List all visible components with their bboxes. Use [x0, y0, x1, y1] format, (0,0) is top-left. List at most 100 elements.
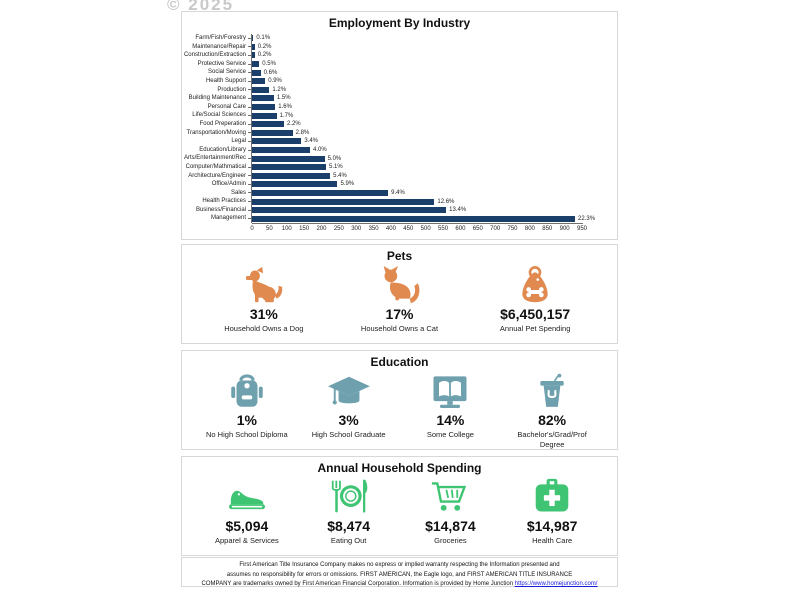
- pet-spending-label: Annual Pet Spending: [499, 324, 571, 333]
- chart-category-label: Arts/Entertainment/Rec: [183, 155, 246, 162]
- spend-eating-label: Eating Out: [330, 536, 367, 545]
- y-axis-tick: [248, 166, 251, 168]
- chart-bar: [252, 198, 435, 205]
- chart-bar-value: 12.6%: [437, 198, 455, 205]
- spend-eating-value: $8,474: [327, 518, 371, 534]
- employment-chart-panel: Employment By Industry Farm/Fish/Forestr…: [181, 11, 618, 240]
- chart-bar: [252, 189, 389, 196]
- chart-bar-value: 13.4%: [449, 207, 467, 214]
- chart-bar: [252, 52, 255, 59]
- chart-category-label: Transportation/Moving: [186, 129, 246, 136]
- chart-bar-value: 0.5%: [262, 61, 276, 68]
- chart-bar-value: 1.5%: [276, 95, 291, 102]
- edu-some-college-value: 14%: [436, 412, 465, 428]
- employment-bar-chart: Farm/Fish/Forestry 0.1% Maintenance/Repair…: [182, 34, 617, 224]
- spending-panel: Annual Household Spending $5,094 Apparel…: [181, 456, 618, 556]
- chart-bar: [252, 112, 277, 119]
- spend-healthcare-value: $14,987: [526, 518, 578, 534]
- chart-row: Maintenance/Repair 0.2%: [182, 42, 617, 52]
- y-axis-tick: [248, 46, 251, 48]
- y-axis-tick: [248, 97, 251, 99]
- x-axis-tick-label: 300: [351, 226, 362, 233]
- pets-dog-stat: 31% Household Owns a Dog: [209, 265, 319, 334]
- chart-row: Arts/Entertainment/Rec 5.0%: [182, 154, 617, 163]
- edu-bachelors-value: 82%: [538, 412, 567, 428]
- chart-bar-value: 1.6%: [278, 104, 292, 111]
- x-axis-tick-label: 800: [524, 226, 535, 233]
- dog-ownership-value: 31%: [249, 306, 278, 322]
- chart-bar-value: 0.1%: [256, 35, 271, 42]
- dog-ownership-label: Household Owns a Dog: [224, 324, 304, 333]
- y-axis-tick: [248, 37, 251, 39]
- y-axis-tick: [248, 175, 251, 177]
- x-axis-tick-label: 750: [507, 226, 518, 233]
- chart-bar-value: 1.7%: [279, 112, 294, 119]
- dog-icon: [242, 265, 286, 305]
- chart-bar: [252, 138, 302, 145]
- y-axis-tick: [248, 140, 251, 142]
- chart-bar-value: 5.0%: [327, 155, 342, 162]
- y-axis-tick: [248, 89, 251, 91]
- chart-row: Social Service 0.6%: [182, 68, 617, 77]
- chart-bar-value: 2.2%: [286, 121, 301, 128]
- chart-category-label: Business/Financial: [195, 206, 246, 213]
- chart-bar: [252, 172, 331, 179]
- y-axis-tick: [248, 123, 251, 125]
- cat-ownership-value: 17%: [385, 306, 414, 322]
- edu-no-diploma-stat: 1% No High School Diploma: [196, 371, 298, 440]
- chart-row: Farm/Fish/Forestry 0.1%: [182, 34, 617, 43]
- x-axis-tick-label: 900: [559, 226, 570, 233]
- spend-groceries-label: Groceries: [434, 536, 467, 545]
- shopping-cart-icon: [428, 477, 472, 517]
- x-axis-tick-label: 400: [385, 226, 396, 233]
- chart-bar: [252, 69, 261, 76]
- edu-hs-grad-label: High School Graduate: [311, 430, 386, 439]
- x-axis-tick-label: 250: [333, 226, 344, 233]
- chart-category-label: Food Preperation: [199, 120, 246, 127]
- chart-row: Sales 9.4%: [182, 188, 617, 198]
- plate-cutlery-icon: [327, 477, 371, 517]
- chart-row: Life/Social Sciences 1.7%: [182, 111, 617, 120]
- spend-healthcare-stat: $14,987 Health Care: [501, 477, 603, 546]
- chart-category-label: Health Practices: [202, 198, 246, 205]
- spend-apparel-stat: $5,094 Apparel & Services: [196, 477, 298, 546]
- x-axis-tick-label: 450: [403, 226, 414, 233]
- y-axis-tick: [248, 132, 251, 134]
- chart-row: Health Support 0.9%: [182, 76, 617, 86]
- x-axis-tick-label: 0: [250, 226, 254, 233]
- chart-category-label: Farm/Fish/Forestry: [195, 35, 246, 41]
- x-axis-tick-label: 200: [316, 226, 327, 233]
- copyright-watermark: © 2025: [167, 0, 235, 14]
- edu-bachelors-stat: 82% Bachelor's/Grad/Prof Degree: [501, 371, 603, 450]
- chart-bar: [252, 43, 255, 50]
- x-axis-tick-label: 550: [438, 226, 449, 233]
- chart-bar: [252, 104, 276, 111]
- chart-bar: [252, 121, 284, 128]
- x-axis-tick-label: 100: [281, 226, 292, 233]
- y-axis-tick: [248, 209, 251, 211]
- chart-bar: [252, 35, 254, 42]
- chart-category-label: Personal Care: [207, 103, 246, 110]
- education-panel: Education 1% No High School Diploma: [181, 350, 618, 450]
- chart-row: Office/Admin 5.9%: [182, 180, 617, 189]
- y-axis-tick: [248, 183, 251, 185]
- chart-bar-value: 0.2%: [257, 52, 272, 59]
- chart-x-axis: 0 50 100 150 200 250 300 350 400 450 500 550 600 650 7…: [250, 223, 587, 235]
- x-axis-tick-label: 650: [472, 226, 483, 233]
- shoe-icon: [225, 477, 269, 517]
- chart-category-label: Office/Admin: [211, 181, 246, 188]
- y-axis-tick: [248, 80, 251, 82]
- homejunction-link[interactable]: https://www.homejunction.com/: [514, 581, 598, 588]
- chart-bar: [252, 78, 266, 85]
- computer-book-icon: [428, 371, 472, 411]
- chart-bar-value: 4.0%: [313, 147, 327, 154]
- chart-row: Architecture/Engineer 5.4%: [182, 171, 617, 181]
- chart-row: Protective Service 0.5%: [182, 59, 617, 69]
- chart-category-label: Sales: [230, 189, 246, 196]
- chart-row: Management 22.3%: [182, 214, 617, 224]
- chart-bar-value: 5.1%: [328, 164, 343, 171]
- x-axis-tick-label: 150: [299, 226, 310, 233]
- chart-row: Business/Financial 13.4%: [182, 205, 617, 215]
- chart-bar-value: 22.3%: [578, 215, 596, 222]
- chart-bar: [252, 181, 338, 188]
